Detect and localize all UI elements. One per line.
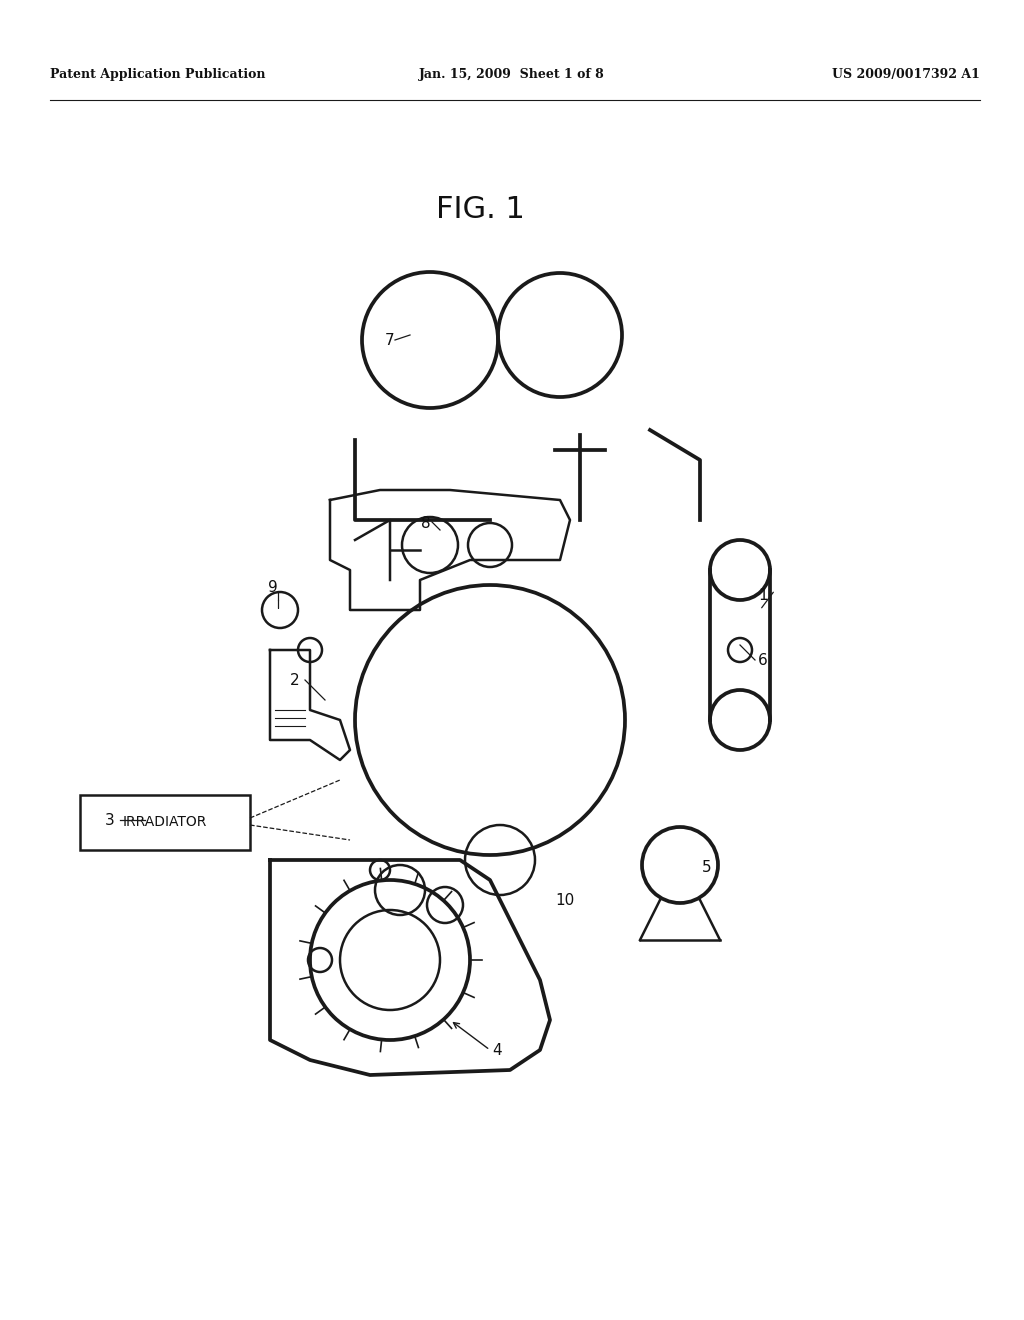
Text: FIG. 1: FIG. 1: [435, 195, 524, 224]
Text: 8: 8: [421, 516, 431, 531]
Text: Patent Application Publication: Patent Application Publication: [50, 69, 265, 81]
Text: IRRADIATOR: IRRADIATOR: [123, 814, 207, 829]
Text: 10: 10: [555, 894, 574, 908]
Text: 4: 4: [492, 1043, 502, 1059]
Text: 9: 9: [268, 579, 278, 595]
Text: Jan. 15, 2009  Sheet 1 of 8: Jan. 15, 2009 Sheet 1 of 8: [419, 69, 605, 81]
Text: 2: 2: [290, 673, 300, 688]
Text: 1: 1: [758, 587, 768, 603]
Bar: [80, 795, 250, 850]
Text: 5: 5: [702, 861, 712, 875]
Text: US 2009/0017392 A1: US 2009/0017392 A1: [833, 69, 980, 81]
Text: 6: 6: [758, 653, 768, 668]
Text: 3: 3: [105, 813, 115, 828]
Text: 7: 7: [385, 333, 394, 348]
